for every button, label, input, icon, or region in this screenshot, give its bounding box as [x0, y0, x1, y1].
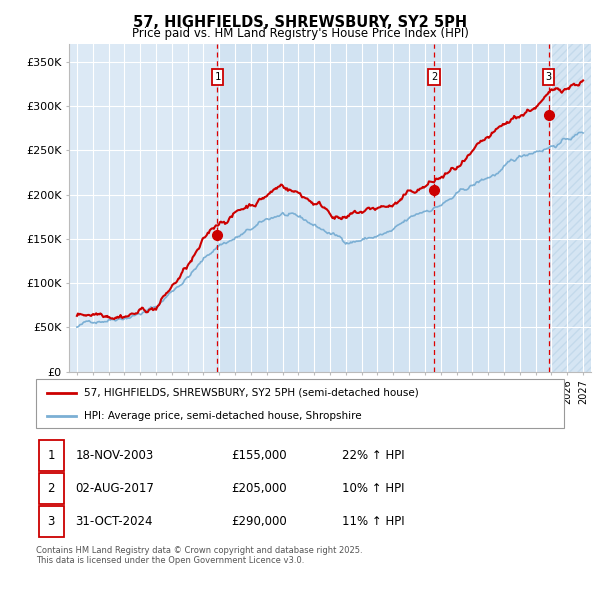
Text: 22% ↑ HPI: 22% ↑ HPI: [342, 448, 405, 462]
Text: 11% ↑ HPI: 11% ↑ HPI: [342, 514, 405, 528]
Text: 2: 2: [431, 72, 437, 82]
FancyBboxPatch shape: [36, 379, 564, 428]
Text: 10% ↑ HPI: 10% ↑ HPI: [342, 481, 405, 495]
Text: 57, HIGHFIELDS, SHREWSBURY, SY2 5PH (semi-detached house): 57, HIGHFIELDS, SHREWSBURY, SY2 5PH (sem…: [83, 388, 418, 398]
FancyBboxPatch shape: [38, 440, 64, 471]
Text: Price paid vs. HM Land Registry's House Price Index (HPI): Price paid vs. HM Land Registry's House …: [131, 27, 469, 40]
Text: 1: 1: [214, 72, 220, 82]
FancyBboxPatch shape: [38, 473, 64, 504]
Text: 2: 2: [47, 481, 55, 495]
Text: £205,000: £205,000: [232, 481, 287, 495]
Bar: [217, 44, 549, 372]
Text: HPI: Average price, semi-detached house, Shropshire: HPI: Average price, semi-detached house,…: [83, 411, 361, 421]
Text: £155,000: £155,000: [232, 448, 287, 462]
Text: £290,000: £290,000: [232, 514, 287, 528]
Bar: [549, 44, 591, 372]
Text: 31-OCT-2024: 31-OCT-2024: [76, 514, 153, 528]
Text: 1: 1: [47, 448, 55, 462]
Text: 18-NOV-2003: 18-NOV-2003: [76, 448, 154, 462]
Text: Contains HM Land Registry data © Crown copyright and database right 2025.
This d: Contains HM Land Registry data © Crown c…: [36, 546, 362, 565]
Text: 3: 3: [47, 514, 55, 528]
Text: 3: 3: [545, 72, 552, 82]
FancyBboxPatch shape: [38, 506, 64, 537]
Text: 57, HIGHFIELDS, SHREWSBURY, SY2 5PH: 57, HIGHFIELDS, SHREWSBURY, SY2 5PH: [133, 15, 467, 30]
Text: 02-AUG-2017: 02-AUG-2017: [76, 481, 154, 495]
